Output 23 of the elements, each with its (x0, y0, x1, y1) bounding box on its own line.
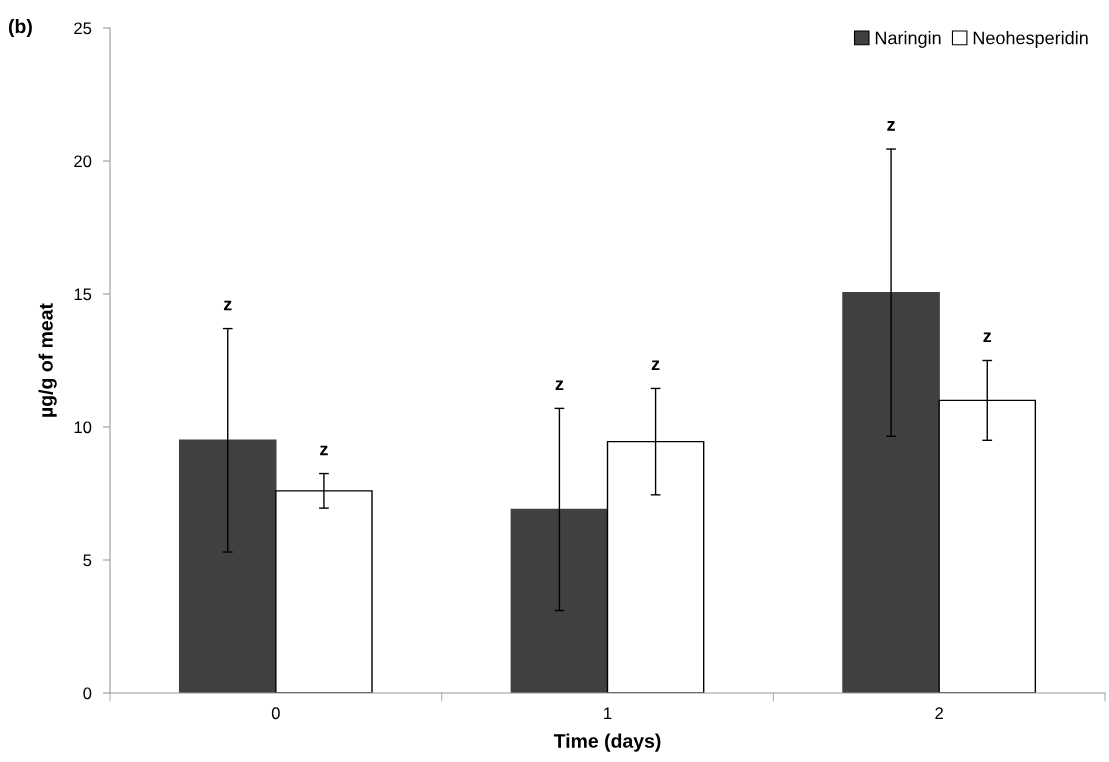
legend-label: Naringin (875, 31, 941, 48)
y-tick-label: 5 (83, 554, 92, 567)
annotation: z (983, 332, 992, 343)
y-tick-label: 15 (74, 288, 92, 301)
bar (178, 439, 277, 693)
x-tick-label: 1 (604, 707, 612, 719)
annotation: z (651, 360, 660, 371)
x-tick-label: 0 (271, 707, 280, 720)
bar (842, 291, 940, 693)
annotation: z (320, 445, 328, 456)
y-tick-label: 25 (74, 22, 92, 35)
annotation: z (555, 380, 564, 390)
bar (510, 508, 609, 693)
y-axis-title: µg/g of meat (38, 303, 57, 417)
annotation: z (887, 121, 895, 131)
y-tick-label: 0 (83, 687, 92, 700)
x-tick-label: 2 (935, 707, 943, 719)
y-tick-label: 10 (74, 421, 92, 434)
y-tick-label: 20 (74, 155, 92, 168)
x-axis-title: Time (days) (553, 733, 661, 752)
chart-title: (b) (8, 18, 32, 38)
annotation: z (223, 300, 232, 311)
legend-label: Neohesperidin (973, 31, 1088, 48)
